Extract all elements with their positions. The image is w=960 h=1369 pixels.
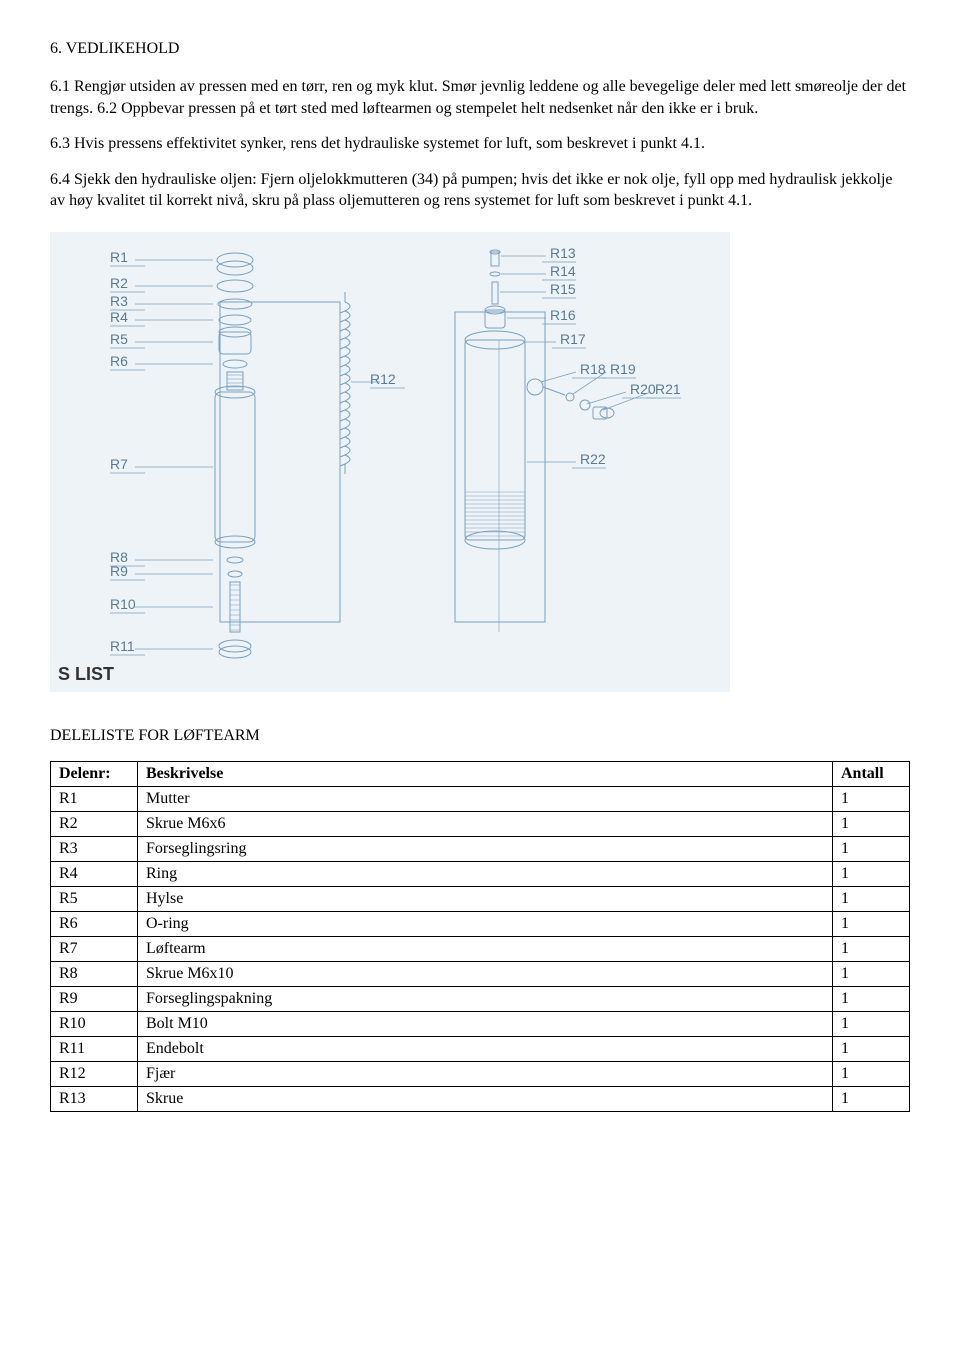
svg-text:R19: R19 bbox=[610, 361, 636, 377]
svg-text:R6: R6 bbox=[110, 353, 128, 369]
svg-text:R22: R22 bbox=[580, 451, 606, 467]
cell-delenr: R4 bbox=[51, 861, 138, 886]
cell-antall: 1 bbox=[833, 1086, 910, 1111]
table-row: R9Forseglingspakning1 bbox=[51, 986, 910, 1011]
parts-table-title: DELELISTE FOR LØFTEARM bbox=[50, 727, 910, 745]
svg-text:R11: R11 bbox=[110, 638, 135, 654]
table-row: R4Ring1 bbox=[51, 861, 910, 886]
cell-delenr: R9 bbox=[51, 986, 138, 1011]
cell-antall: 1 bbox=[833, 936, 910, 961]
cell-antall: 1 bbox=[833, 861, 910, 886]
svg-text:R9: R9 bbox=[110, 563, 128, 579]
cell-delenr: R8 bbox=[51, 961, 138, 986]
cell-delenr: R7 bbox=[51, 936, 138, 961]
svg-text:R16: R16 bbox=[550, 307, 576, 323]
svg-text:R1: R1 bbox=[110, 249, 128, 265]
cell-antall: 1 bbox=[833, 1011, 910, 1036]
cell-antall: 1 bbox=[833, 786, 910, 811]
cell-beskrivelse: Ring bbox=[138, 861, 833, 886]
section-heading: 6. VEDLIKEHOLD bbox=[50, 40, 910, 58]
cell-beskrivelse: Mutter bbox=[138, 786, 833, 811]
diagram-svg: S LISTR1R2R3R4R5R6R7R8R9R10R11R12R13R14R… bbox=[50, 232, 730, 692]
cell-beskrivelse: Bolt M10 bbox=[138, 1011, 833, 1036]
cell-antall: 1 bbox=[833, 836, 910, 861]
paragraph-6-3: 6.3 Hvis pressens effektivitet synker, r… bbox=[50, 133, 910, 155]
cell-beskrivelse: Løftearm bbox=[138, 936, 833, 961]
table-row: R12Fjær1 bbox=[51, 1061, 910, 1086]
col-beskrivelse: Beskrivelse bbox=[138, 761, 833, 786]
cell-beskrivelse: Endebolt bbox=[138, 1036, 833, 1061]
svg-text:R3: R3 bbox=[110, 293, 128, 309]
cell-beskrivelse: Hylse bbox=[138, 886, 833, 911]
cell-beskrivelse: Skrue bbox=[138, 1086, 833, 1111]
table-row: R6O-ring1 bbox=[51, 911, 910, 936]
cell-antall: 1 bbox=[833, 1036, 910, 1061]
table-row: R13Skrue1 bbox=[51, 1086, 910, 1111]
table-row: R3Forseglingsring1 bbox=[51, 836, 910, 861]
cell-delenr: R1 bbox=[51, 786, 138, 811]
exploded-diagram: S LISTR1R2R3R4R5R6R7R8R9R10R11R12R13R14R… bbox=[50, 232, 910, 697]
cell-beskrivelse: Fjær bbox=[138, 1061, 833, 1086]
cell-delenr: R13 bbox=[51, 1086, 138, 1111]
col-delenr: Delenr: bbox=[51, 761, 138, 786]
svg-text:R13: R13 bbox=[550, 245, 576, 261]
svg-text:R4: R4 bbox=[110, 309, 128, 325]
paragraph-6-1-6-2: 6.1 Rengjør utsiden av pressen med en tø… bbox=[50, 76, 910, 119]
col-antall: Antall bbox=[833, 761, 910, 786]
cell-antall: 1 bbox=[833, 911, 910, 936]
cell-delenr: R3 bbox=[51, 836, 138, 861]
cell-delenr: R6 bbox=[51, 911, 138, 936]
cell-beskrivelse: Forseglingspakning bbox=[138, 986, 833, 1011]
table-row: R1Mutter1 bbox=[51, 786, 910, 811]
table-row: R5Hylse1 bbox=[51, 886, 910, 911]
svg-text:R5: R5 bbox=[110, 331, 128, 347]
parts-table: Delenr: Beskrivelse Antall R1Mutter1R2Sk… bbox=[50, 761, 910, 1112]
paragraph-6-4: 6.4 Sjekk den hydrauliske oljen: Fjern o… bbox=[50, 169, 910, 212]
table-row: R8Skrue M6x101 bbox=[51, 961, 910, 986]
table-row: R10Bolt M101 bbox=[51, 1011, 910, 1036]
svg-text:R12: R12 bbox=[370, 371, 396, 387]
cell-beskrivelse: O-ring bbox=[138, 911, 833, 936]
table-row: R2Skrue M6x61 bbox=[51, 811, 910, 836]
svg-text:R17: R17 bbox=[560, 331, 586, 347]
table-row: R11Endebolt1 bbox=[51, 1036, 910, 1061]
svg-text:R10: R10 bbox=[110, 596, 136, 612]
table-row: R7Løftearm1 bbox=[51, 936, 910, 961]
cell-delenr: R5 bbox=[51, 886, 138, 911]
cell-beskrivelse: Skrue M6x6 bbox=[138, 811, 833, 836]
svg-text:R15: R15 bbox=[550, 281, 576, 297]
cell-delenr: R11 bbox=[51, 1036, 138, 1061]
svg-text:R14: R14 bbox=[550, 263, 576, 279]
cell-delenr: R12 bbox=[51, 1061, 138, 1086]
svg-text:R7: R7 bbox=[110, 456, 128, 472]
cell-beskrivelse: Skrue M6x10 bbox=[138, 961, 833, 986]
cell-antall: 1 bbox=[833, 811, 910, 836]
cell-antall: 1 bbox=[833, 986, 910, 1011]
cell-beskrivelse: Forseglingsring bbox=[138, 836, 833, 861]
cell-antall: 1 bbox=[833, 961, 910, 986]
svg-text:R21: R21 bbox=[655, 381, 681, 397]
cell-antall: 1 bbox=[833, 1061, 910, 1086]
svg-text:R2: R2 bbox=[110, 275, 128, 291]
svg-text:S LIST: S LIST bbox=[58, 664, 114, 684]
cell-delenr: R2 bbox=[51, 811, 138, 836]
cell-antall: 1 bbox=[833, 886, 910, 911]
table-header-row: Delenr: Beskrivelse Antall bbox=[51, 761, 910, 786]
cell-delenr: R10 bbox=[51, 1011, 138, 1036]
